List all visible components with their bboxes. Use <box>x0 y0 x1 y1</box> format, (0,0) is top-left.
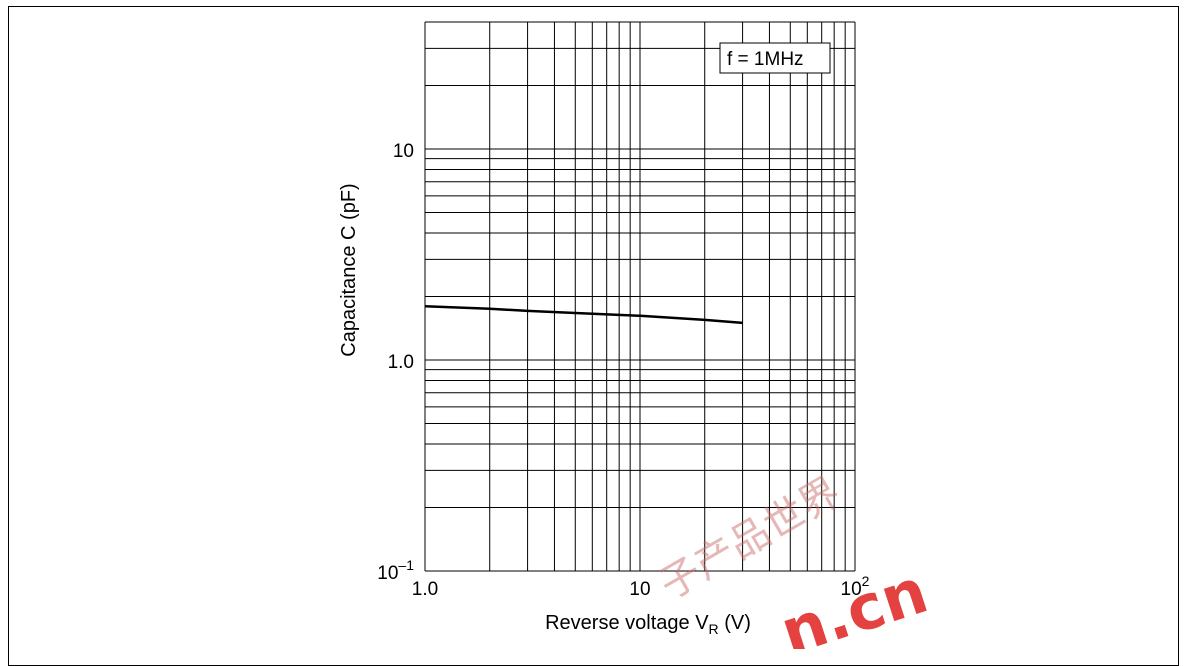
y-tick-exponent: –1 <box>398 557 414 573</box>
x-axis-title-unit: (V) <box>719 612 751 634</box>
capacitance-curve <box>424 304 743 325</box>
x-axis-title-main: Reverse voltage V <box>545 612 709 634</box>
y-tick-base: 1.0 <box>388 352 414 373</box>
frequency-annotation: f = 1MHz <box>719 42 831 74</box>
y-axis-title: Capacitance C (pF) <box>338 183 360 356</box>
x-tick-base: 10 <box>841 579 862 600</box>
y-tick-label: 10 <box>393 141 414 162</box>
watermark-latin: n.cn <box>772 554 936 649</box>
x-tick-base: 10 <box>629 579 650 600</box>
x-tick-base: 1.0 <box>412 579 438 600</box>
y-tick-label: 10–1 <box>377 557 414 584</box>
x-tick-label: 10 <box>629 579 650 600</box>
x-tick-label: 1.0 <box>412 579 438 600</box>
series-layer <box>424 304 743 325</box>
x-tick-label: 102 <box>841 573 870 600</box>
y-tick-label: 1.0 <box>388 352 414 373</box>
x-axis-title-subscript: R <box>709 621 719 637</box>
y-tick-base: 10 <box>393 141 414 162</box>
y-tick-base: 10 <box>377 563 398 584</box>
x-tick-exponent: 2 <box>862 573 870 589</box>
x-axis-title: Reverse voltage VR (V) <box>545 612 751 637</box>
grid-layer <box>424 21 856 572</box>
frequency-annotation-text: f = 1MHz <box>727 49 804 70</box>
